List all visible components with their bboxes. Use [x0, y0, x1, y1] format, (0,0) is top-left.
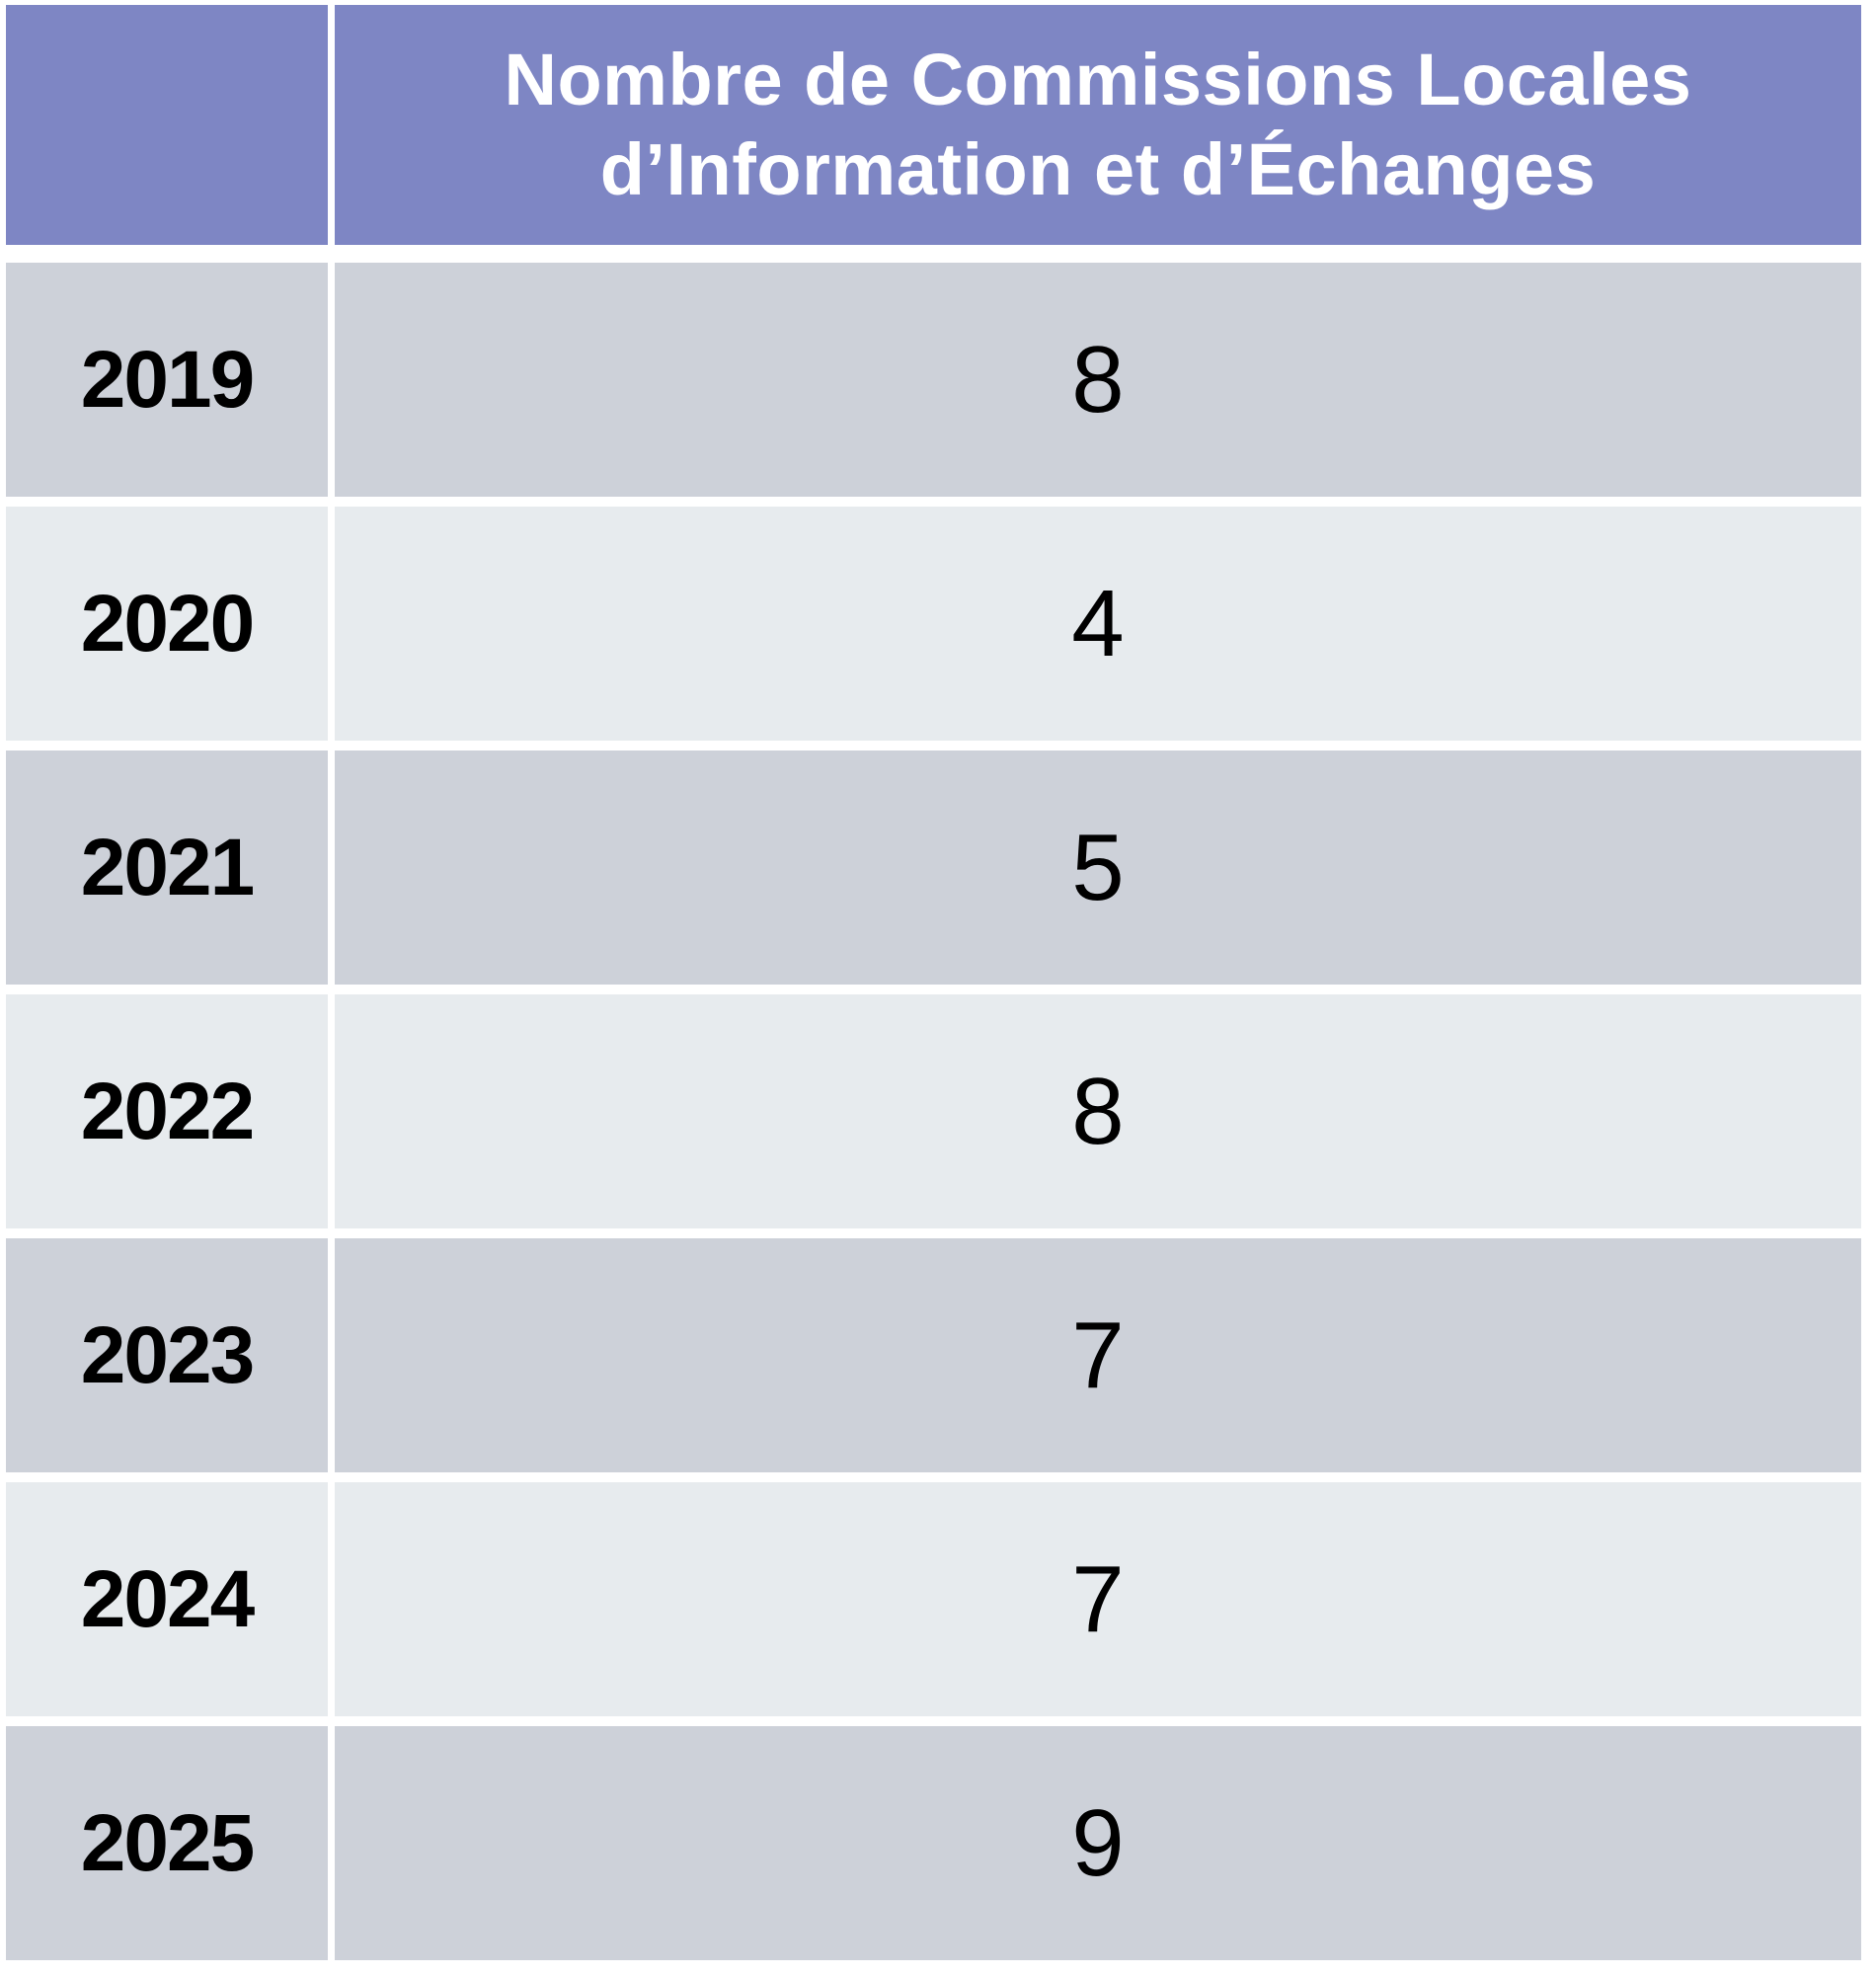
year-label: 2021	[80, 822, 255, 912]
year-label: 2022	[80, 1066, 255, 1156]
year-label: 2025	[80, 1797, 255, 1888]
year-cell: 2022	[6, 994, 328, 1228]
value-cell: 7	[335, 1482, 1861, 1716]
table-row-2025: 2025 9	[6, 1726, 1861, 1960]
table-row-2024: 2024 7	[6, 1482, 1861, 1716]
value-label: 5	[1071, 814, 1125, 920]
value-cell: 7	[335, 1238, 1861, 1472]
table-row-2020: 2020 4	[6, 507, 1861, 741]
header-title-cell: Nombre de Commissions Locales d’Informat…	[335, 5, 1861, 245]
year-cell: 2024	[6, 1482, 328, 1716]
value-label: 7	[1071, 1302, 1125, 1408]
year-label: 2024	[80, 1553, 255, 1644]
value-cell: 8	[335, 994, 1861, 1228]
header-year-corner-cell	[6, 5, 328, 245]
year-label: 2020	[80, 578, 255, 669]
value-label: 8	[1071, 1058, 1125, 1164]
value-cell: 9	[335, 1726, 1861, 1960]
year-label: 2019	[80, 334, 255, 425]
year-cell: 2019	[6, 263, 328, 497]
year-cell: 2025	[6, 1726, 328, 1960]
value-label: 7	[1071, 1545, 1125, 1652]
value-cell: 5	[335, 750, 1861, 985]
table-title-line-1: Nombre de Commissions Locales	[504, 39, 1692, 121]
table-header-row: Nombre de Commissions Locales d’Informat…	[6, 5, 1861, 245]
year-cell: 2023	[6, 1238, 328, 1472]
table-title: Nombre de Commissions Locales d’Informat…	[505, 36, 1692, 214]
value-label: 4	[1071, 570, 1125, 676]
value-label: 8	[1071, 326, 1125, 433]
table-row-2022: 2022 8	[6, 994, 1861, 1228]
year-cell: 2021	[6, 750, 328, 985]
value-label: 9	[1071, 1789, 1125, 1896]
table-row-2021: 2021 5	[6, 750, 1861, 985]
year-label: 2023	[80, 1309, 255, 1400]
table-title-line-2: d’Information et d’Échanges	[599, 127, 1597, 210]
value-cell: 4	[335, 507, 1861, 741]
table-row-2019: 2019 8	[6, 263, 1861, 497]
clie-commissions-table: Nombre de Commissions Locales d’Informat…	[6, 5, 1861, 1960]
table-row-2023: 2023 7	[6, 1238, 1861, 1472]
year-cell: 2020	[6, 507, 328, 741]
value-cell: 8	[335, 263, 1861, 497]
